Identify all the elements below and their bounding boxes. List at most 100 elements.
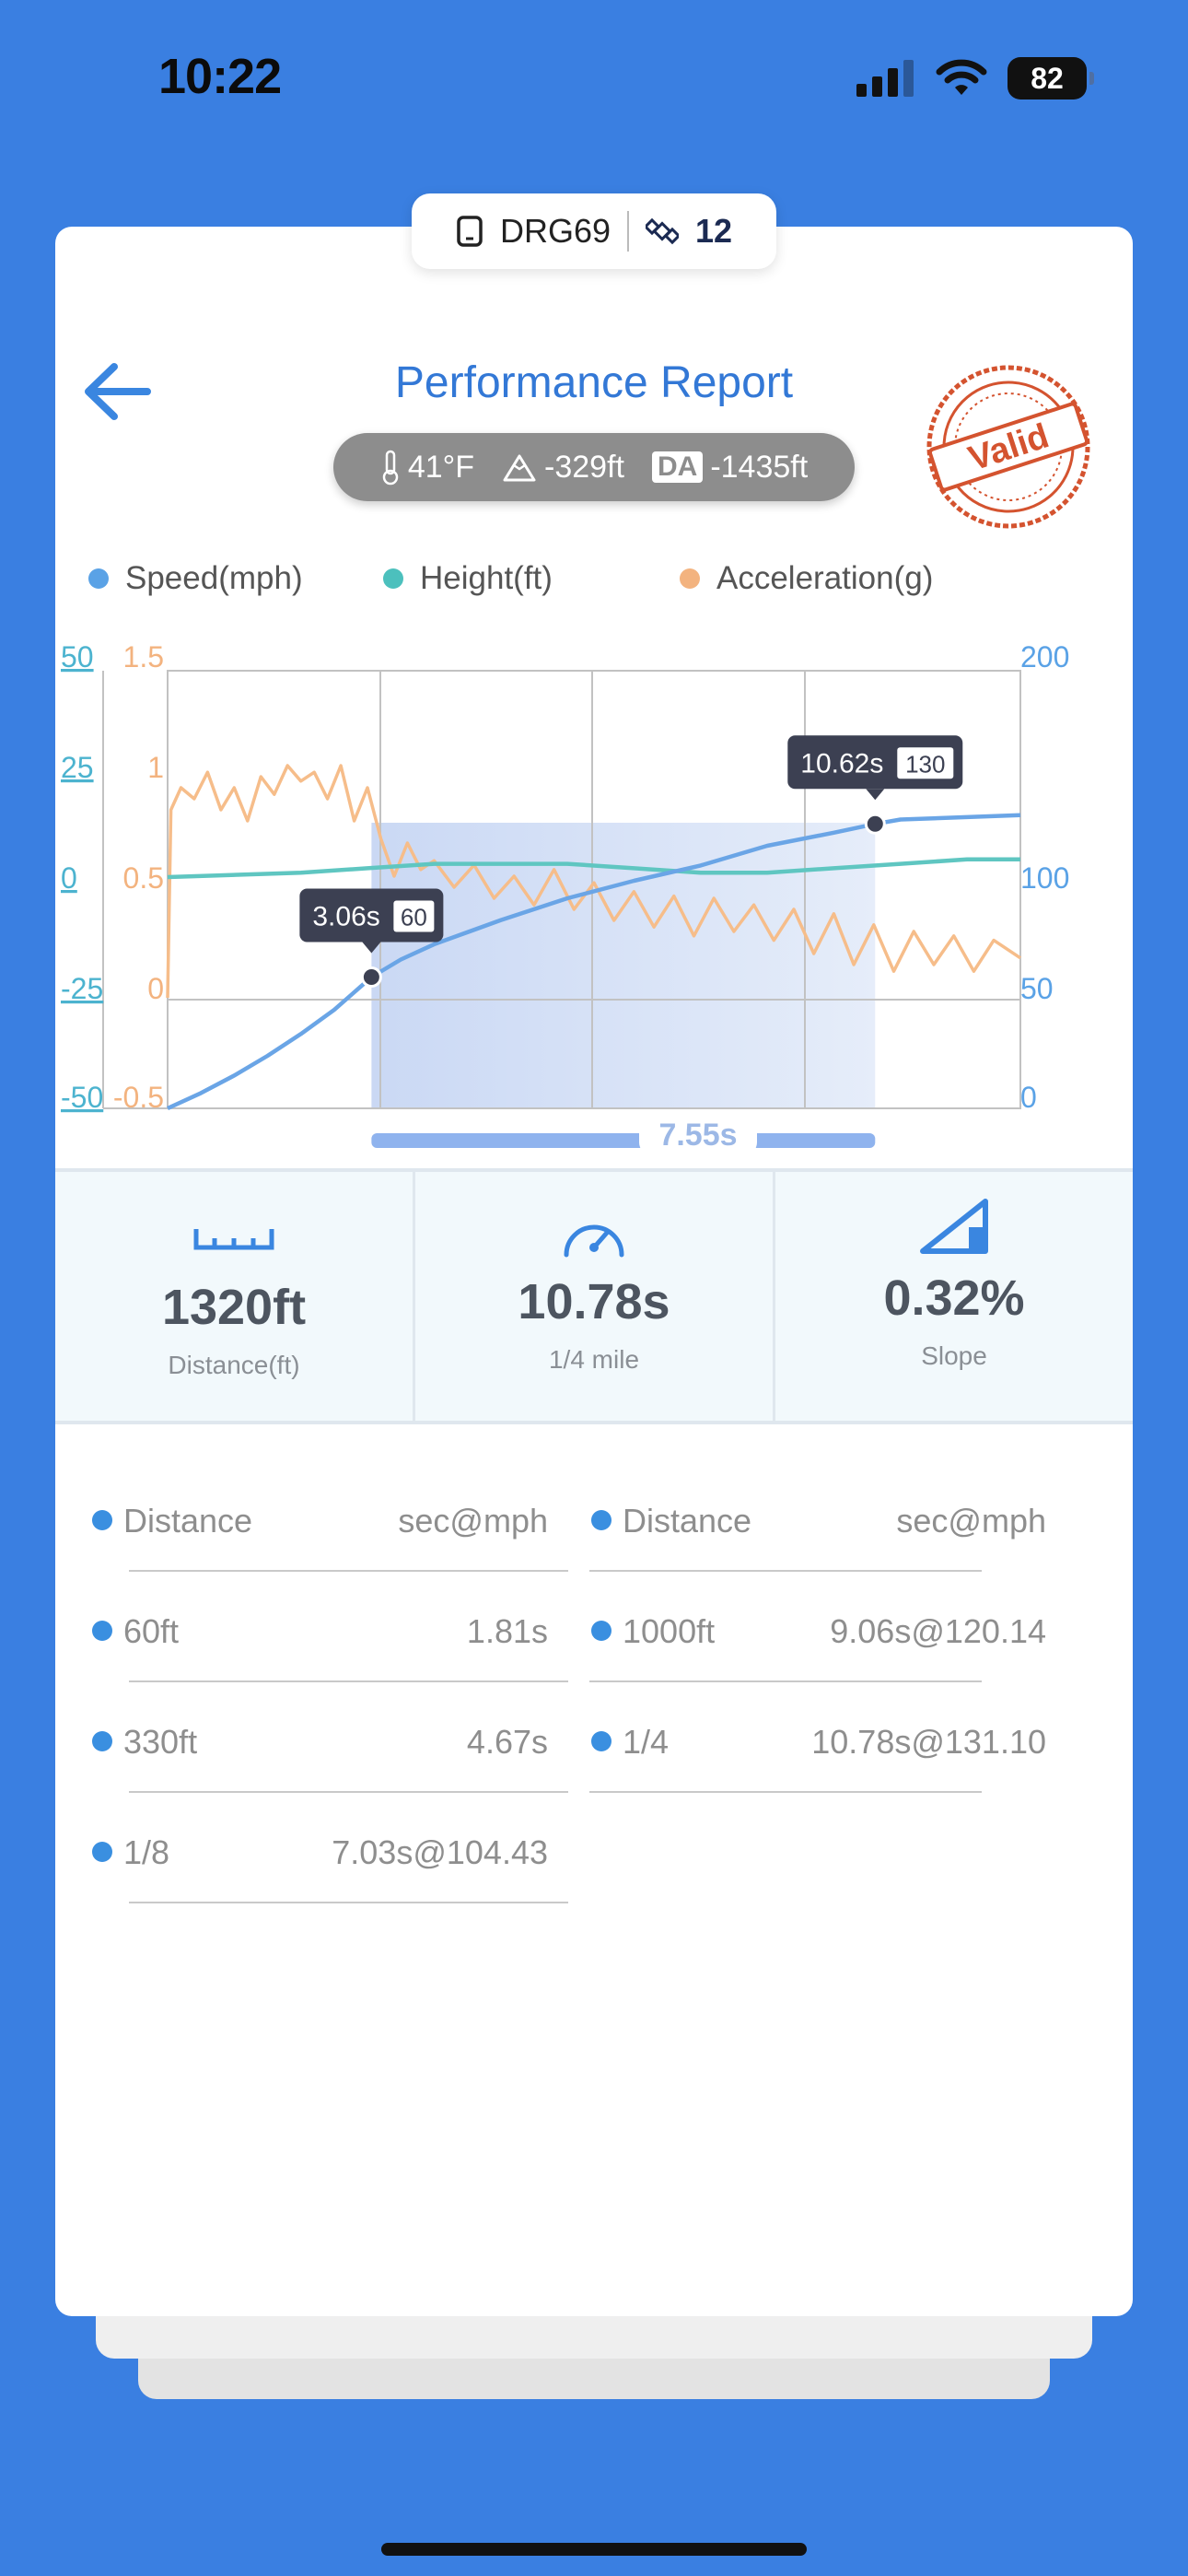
device-pill[interactable]: DRG69 12 [412, 193, 776, 269]
right-header-value: sec@mph [896, 1502, 1046, 1540]
right-header-distance: Distance [623, 1502, 752, 1540]
table-row-value: 7.03s@104.43 [332, 1833, 548, 1871]
metric-quarter-mile-value: 10.78s [518, 1274, 670, 1329]
altitude-value: -329ft [544, 449, 624, 485]
acceleration-axis-tick-label: 1 [147, 751, 164, 784]
page-title: Performance Report [394, 358, 794, 407]
device-name: DRG69 [499, 212, 611, 250]
metric-slope-value: 0.32% [883, 1270, 1025, 1326]
metric-distance-label: Distance(ft) [168, 1351, 300, 1379]
table-row-value: 1.81s [466, 1612, 548, 1650]
acceleration-axis-tick-label: -0.5 [113, 1081, 164, 1114]
legend-acceleration-label: Acceleration(g) [716, 560, 934, 596]
height-axis-tick-label: 0 [61, 861, 77, 895]
marker-point [864, 813, 886, 835]
mountain-icon [503, 454, 536, 482]
status-icons: 82 [855, 55, 1094, 101]
metric-slope: 0.32% Slope [773, 1172, 1133, 1421]
density-altitude-value: -1435ft [710, 449, 809, 485]
row-divider [589, 1791, 982, 1793]
table-bullet [591, 1621, 611, 1641]
speedometer-icon [564, 1224, 624, 1258]
da-label: DA [651, 451, 704, 483]
legend-speed-dot [88, 568, 109, 589]
left-header-distance: Distance [123, 1502, 253, 1540]
tooltip-time: 10.62s [800, 748, 883, 779]
table-row-value: 9.06s@120.14 [830, 1612, 1046, 1650]
legend-speed-label: Speed(mph) [125, 560, 303, 596]
legend-speed: Speed(mph) [88, 560, 303, 597]
wifi-icon [936, 59, 987, 95]
table-row-distance: 1000ft [623, 1612, 716, 1650]
legend-height-label: Height(ft) [420, 560, 553, 596]
interval-bar [371, 1133, 876, 1148]
legend-acceleration: Acceleration(g) [680, 560, 933, 597]
satellite-icon [646, 217, 679, 245]
temperature-reading: 41°F [380, 449, 474, 486]
density-altitude-reading: DA -1435ft [651, 449, 809, 486]
height-axis-tick-label: -25 [61, 972, 103, 1005]
table-bullet [92, 1842, 112, 1862]
battery-level: 82 [1031, 61, 1064, 95]
table-row-value: 4.67s [466, 1723, 548, 1761]
speed-axis-tick-label: 100 [1020, 861, 1069, 895]
legend-height-dot [383, 568, 403, 589]
conditions-pill: 41°F -329ft DA -1435ft [333, 433, 855, 501]
metric-quarter-mile-label: 1/4 mile [548, 1345, 640, 1374]
row-divider [129, 1680, 568, 1682]
tooltip-pointer [866, 789, 885, 801]
speed-axis-tick-label: 0 [1020, 1081, 1037, 1114]
metric-quarter-mile: 10.78s 1/4 mile [413, 1172, 773, 1421]
ruler-icon [193, 1229, 274, 1250]
speed-axis-tick-label: 50 [1020, 972, 1054, 1005]
altitude-reading: -329ft [502, 450, 624, 486]
slope-icon [920, 1199, 988, 1254]
table-row-distance: 330ft [123, 1723, 198, 1761]
tooltip-speed: 60 [401, 904, 427, 931]
metric-distance-value: 1320ft [161, 1280, 307, 1335]
table-bullet [92, 1510, 112, 1530]
row-divider [129, 1902, 568, 1903]
tooltip-speed-box [393, 900, 435, 932]
performance-chart[interactable]: 50 25 0 -25 -50 1.5 1 0.5 0 -0.5 200 100 50 0 3.06s 60 1… [0, 626, 1188, 1161]
table-bullet [591, 1510, 611, 1530]
device-icon [457, 216, 483, 247]
row-divider [589, 1680, 982, 1682]
legend-acceleration-dot [680, 568, 700, 589]
speed-axis-tick-label: 200 [1020, 640, 1069, 673]
acceleration-series-line [166, 764, 1021, 999]
row-divider [129, 1570, 568, 1572]
tooltip-speed: 130 [905, 750, 945, 778]
height-series-line [167, 857, 1020, 880]
tooltip-pointer [362, 942, 381, 954]
legend-height: Height(ft) [383, 560, 553, 597]
cellular-signal-icon [856, 60, 914, 97]
table-bullet [92, 1731, 112, 1751]
height-axis-tick-label: 50 [61, 640, 94, 673]
metric-slope-label: Slope [921, 1341, 987, 1370]
home-indicator[interactable] [381, 2543, 807, 2556]
temperature-value: 41°F [407, 449, 475, 485]
metrics-panel: 1320ft Distance(ft) 10.78s 1/4 mile 0.32… [55, 1168, 1133, 1424]
table-row-value: 10.78s@131.10 [811, 1723, 1046, 1761]
battery-indicator: 82 [1007, 57, 1094, 100]
back-arrow-icon[interactable] [81, 359, 155, 424]
table-row-distance: 1/4 [623, 1723, 670, 1761]
height-axis-tick-label: -50 [61, 1081, 103, 1114]
interval-label: 7.55s [658, 1118, 737, 1153]
row-divider [129, 1791, 568, 1793]
status-time: 10:22 [158, 49, 282, 104]
speed-series-line [167, 813, 1021, 1111]
height-axis-tick-label: 25 [61, 751, 94, 784]
row-divider [589, 1570, 982, 1572]
table-bullet [591, 1731, 611, 1751]
tooltip-time: 3.06s [312, 902, 379, 932]
acceleration-axis-tick-label: 1.5 [123, 640, 164, 673]
table-row-distance: 60ft [123, 1612, 180, 1650]
marker-point [360, 966, 382, 988]
satellite-count: 12 [695, 212, 733, 250]
acceleration-axis-tick-label: 0.5 [123, 861, 164, 895]
thermometer-icon [382, 450, 399, 486]
marker-tooltip: 3.06s 60 [299, 888, 444, 988]
interval-label-bg [639, 1115, 757, 1155]
